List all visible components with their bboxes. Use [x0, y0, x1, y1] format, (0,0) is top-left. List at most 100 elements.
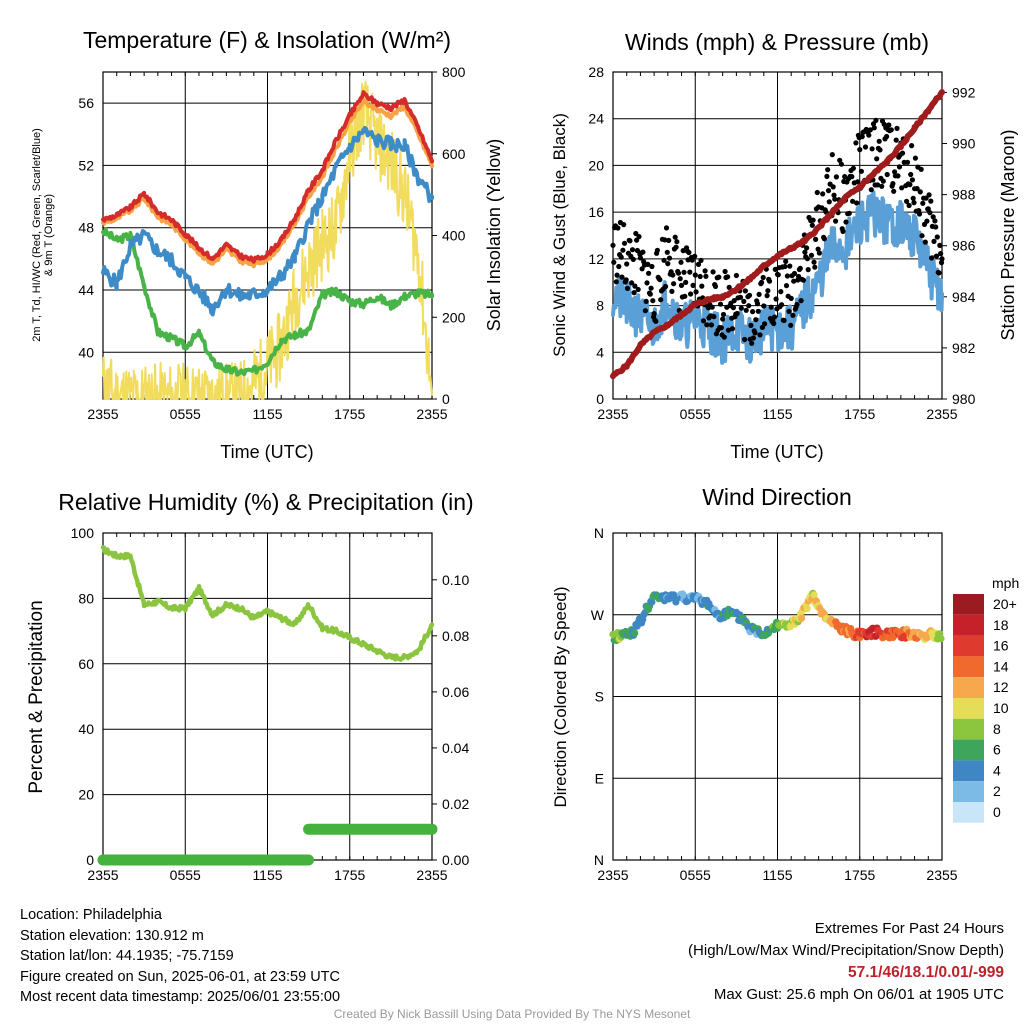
gust-point — [645, 261, 651, 267]
gust-point — [675, 270, 682, 276]
legend-label: 6 — [993, 742, 1001, 758]
y-tick-label: S — [595, 689, 604, 705]
gust-point — [755, 308, 761, 314]
gust-point — [867, 127, 874, 133]
wind-chill-line — [101, 125, 434, 317]
gust-point — [759, 279, 765, 285]
legend-label: 20+ — [993, 596, 1017, 612]
gust-point — [754, 301, 761, 307]
gust-point — [698, 257, 704, 263]
x-tick-label: 1155 — [252, 867, 282, 883]
gust-point — [833, 218, 839, 224]
chart-title: Wind Direction — [702, 484, 852, 510]
y-axis-label-line: & 9m T (Orange) — [43, 194, 55, 276]
legend-swatch — [953, 802, 984, 823]
y-tick-label: W — [591, 607, 605, 623]
dewpoint-line — [101, 227, 434, 377]
y2-axis-label: Solar Insolation (Yellow) — [484, 139, 504, 331]
gust-point — [615, 225, 621, 231]
elevation-text: Station elevation: 130.912 m — [20, 927, 204, 944]
chart-title: Temperature (F) & Insolation (W/m²) — [83, 27, 451, 53]
gust-point — [733, 272, 740, 279]
x-tick-label: 1755 — [334, 406, 365, 422]
gust-point — [815, 246, 821, 252]
gust-point — [859, 134, 865, 140]
y2-tick-label: 984 — [952, 289, 976, 305]
gust-point — [936, 270, 942, 276]
gust-point — [757, 332, 763, 338]
y-tick-label: 8 — [596, 298, 604, 314]
extremes-description: (High/Low/Max Wind/Precipitation/Snow De… — [688, 942, 1004, 959]
gust-point — [804, 245, 810, 251]
gust-point — [731, 298, 737, 304]
gust-point — [824, 173, 830, 179]
gust-point — [665, 261, 671, 267]
y-tick-label: 12 — [588, 251, 604, 267]
y-axis-label: Percent & Precipitation — [26, 600, 47, 793]
gust-point — [771, 320, 777, 327]
gust-point — [788, 295, 794, 301]
gust-point — [855, 179, 861, 185]
gust-point — [849, 174, 855, 180]
gust-point — [894, 125, 900, 131]
gust-point — [892, 169, 898, 175]
gust-point — [765, 288, 771, 294]
y-tick-label: 48 — [78, 220, 94, 236]
gust-point — [831, 192, 837, 198]
legend-swatch — [953, 656, 984, 678]
gust-point — [687, 269, 693, 275]
gust-point — [637, 255, 644, 261]
gust-point — [816, 250, 823, 256]
y-tick-label: 40 — [78, 344, 94, 360]
gust-point — [629, 280, 635, 286]
legend-label: 14 — [993, 658, 1009, 674]
gust-point — [928, 198, 934, 204]
x-tick-label: 0555 — [680, 406, 711, 422]
gust-point — [837, 157, 843, 163]
plot-border — [102, 71, 433, 400]
direction-point — [631, 629, 639, 637]
gust-point — [762, 321, 768, 327]
speed-color-legend: mph 20+ 18 16 14 12 10 8 6 4 2 0 — [953, 575, 1019, 823]
gust-point — [649, 263, 655, 270]
y2-tick-label: 800 — [442, 64, 466, 80]
legend-label: 10 — [993, 700, 1009, 716]
legend-swatch — [953, 760, 984, 782]
y2-tick-label: 400 — [442, 228, 466, 244]
y-tick-label: 44 — [78, 282, 94, 298]
gust-point — [825, 188, 832, 194]
legend-label: 0 — [993, 804, 1001, 820]
gust-point — [810, 217, 816, 223]
y2-tick-label: 992 — [952, 84, 976, 100]
gust-point — [620, 247, 626, 253]
gust-point — [746, 292, 753, 298]
gust-point — [690, 282, 696, 288]
gust-point — [749, 340, 755, 346]
gust-point — [922, 239, 928, 245]
gust-point — [890, 181, 896, 187]
gust-point — [778, 289, 784, 295]
legend-swatch — [953, 698, 984, 719]
direction-point — [798, 614, 806, 622]
gust-point — [750, 309, 756, 315]
gust-point — [693, 289, 699, 295]
gust-point — [930, 214, 936, 220]
extremes-values: 57.1/46/18.1/0.01/-999 — [848, 964, 1004, 981]
direction-point — [937, 635, 945, 643]
gust-point — [725, 327, 732, 333]
gust-point — [635, 286, 641, 293]
y2-tick-label: 0.04 — [442, 740, 469, 756]
gust-point — [639, 266, 645, 272]
x-tick-label: 0555 — [170, 406, 201, 422]
gust-point — [830, 184, 836, 190]
y-tick-label: 16 — [588, 204, 604, 220]
gust-point — [702, 268, 708, 274]
gust-point — [647, 291, 653, 297]
gust-point — [657, 277, 663, 283]
gust-point — [692, 253, 698, 259]
gust-point — [686, 249, 692, 256]
gust-point — [677, 276, 683, 282]
legend-swatch — [953, 739, 984, 761]
winds-panel: 2355 0555 1155 1755 235504812162024289809829… — [550, 29, 1018, 462]
gust-point — [808, 252, 815, 258]
